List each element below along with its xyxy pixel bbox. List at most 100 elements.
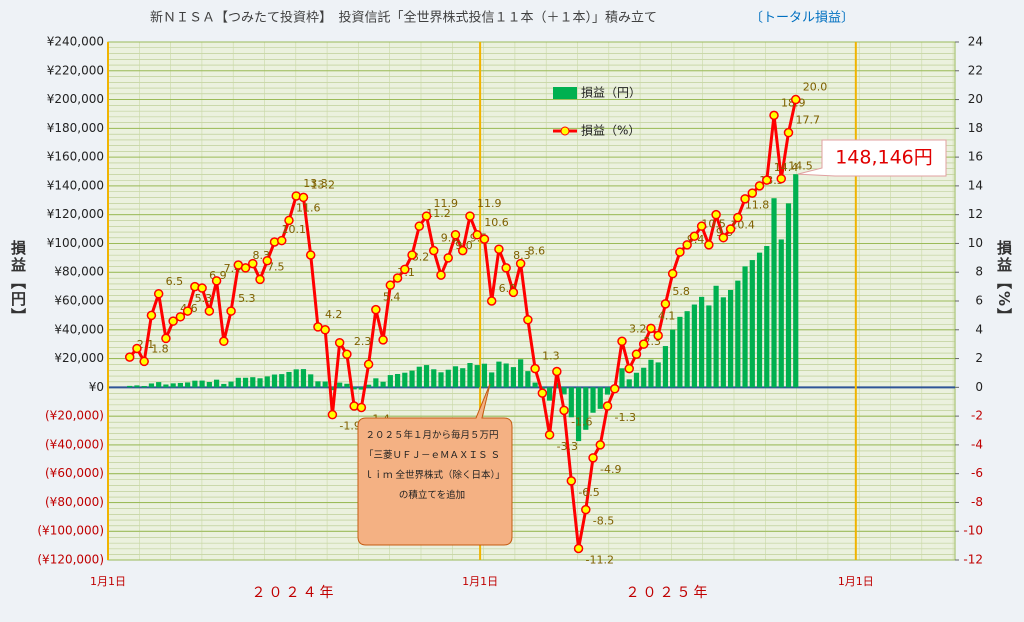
marker (638, 339, 649, 349)
marker (486, 296, 497, 306)
bar (626, 379, 632, 388)
bar (756, 252, 763, 388)
y-tick-label: ¥120,000 (47, 207, 104, 221)
bar (250, 377, 256, 388)
y-tick-label: ¥160,000 (47, 150, 104, 164)
y-tick-label: ¥60,000 (54, 294, 104, 308)
bar (416, 366, 422, 388)
bar (503, 363, 509, 388)
legend-label: 損益（円） (581, 85, 641, 100)
marker (407, 250, 417, 260)
marker (132, 343, 142, 354)
marker (515, 258, 526, 269)
note-box (357, 383, 513, 546)
bar (727, 289, 734, 388)
data-label: 7.5 (267, 260, 285, 273)
marker (660, 299, 671, 309)
y2-tick-label: -8 (971, 495, 983, 509)
y-tick-label: (¥20,000) (45, 409, 104, 423)
marker (646, 323, 656, 334)
data-label: -4.9 (600, 463, 621, 476)
y-tick-label: ¥240,000 (47, 35, 104, 49)
data-label: -8.5 (593, 515, 614, 528)
marker (327, 409, 338, 420)
bar (474, 365, 480, 388)
bar (271, 374, 278, 388)
bar (720, 297, 726, 388)
bar (467, 363, 473, 388)
marker (219, 336, 229, 347)
marker (769, 110, 779, 121)
y2-tick-label: 6 (975, 294, 983, 308)
data-label: 14.4 (774, 161, 799, 174)
y2-tick-label: 10 (968, 236, 983, 250)
marker (276, 235, 287, 246)
bar (156, 382, 162, 388)
legend-label: 損益（%） (581, 123, 640, 138)
bar (445, 369, 451, 388)
bar (358, 387, 364, 390)
data-label: -1.6 (571, 415, 592, 428)
marker (689, 231, 700, 241)
marker (472, 230, 482, 240)
data-label: 1.8 (151, 342, 169, 355)
y2-tick-label: 18 (968, 121, 983, 135)
bar (242, 377, 249, 388)
bar (192, 380, 198, 388)
marker (501, 263, 511, 273)
marker (378, 335, 388, 345)
data-label: 14.5 (788, 160, 813, 173)
bar (735, 280, 741, 388)
x-tick-label: 1月1日 (462, 575, 498, 588)
marker (718, 232, 729, 243)
bar (554, 382, 560, 388)
marker (725, 224, 736, 234)
bar (380, 381, 386, 388)
note-text: ２０２５年１月から毎月５万円「三菱ＵＦＪ－ｅＭＡＸＩＳ Ｓｌｉｍ 全世界株式（除… (363, 430, 501, 501)
bar (749, 260, 755, 388)
bar (148, 383, 155, 388)
bar (575, 387, 582, 442)
y2-tick-label: 20 (968, 92, 983, 106)
bar (373, 378, 379, 388)
bar (293, 369, 299, 388)
marker (602, 401, 613, 411)
bar (315, 381, 321, 388)
y2-tick-label: 12 (968, 207, 983, 221)
y2-tick-label: 16 (968, 150, 983, 164)
marker (356, 402, 367, 413)
data-label: 4.2 (325, 308, 343, 321)
data-label: 11.9 (477, 197, 502, 210)
bar (742, 266, 748, 388)
marker (182, 306, 193, 316)
bar (409, 370, 415, 388)
bar (438, 372, 444, 388)
bar (489, 372, 495, 388)
marker (566, 476, 577, 486)
y-tick-label: (¥100,000) (37, 524, 104, 538)
marker (139, 356, 149, 367)
bar (431, 369, 437, 388)
marker (595, 440, 606, 450)
data-label: 13.2 (310, 178, 335, 191)
data-label: -3.3 (557, 440, 578, 453)
bar (257, 378, 263, 388)
data-label: 10.6 (484, 216, 509, 229)
y-tick-label: ¥0 (89, 380, 104, 394)
bar (199, 380, 205, 388)
y-tick-label: ¥180,000 (47, 121, 104, 135)
y-tick-label: (¥120,000) (37, 553, 104, 567)
marker (733, 212, 743, 223)
marker (653, 330, 663, 341)
y2-tick-label: 8 (975, 265, 983, 279)
data-label: 1.3 (542, 350, 560, 363)
legend-swatch (553, 87, 577, 99)
marker (436, 270, 446, 280)
bar (604, 387, 611, 395)
bar (279, 374, 285, 388)
marker (559, 405, 569, 416)
x-group-label: ２０２４年 (252, 585, 337, 601)
y2-tick-label: -12 (963, 553, 983, 567)
y-axis-title: 損益【円】 (9, 240, 27, 325)
marker (479, 234, 490, 244)
